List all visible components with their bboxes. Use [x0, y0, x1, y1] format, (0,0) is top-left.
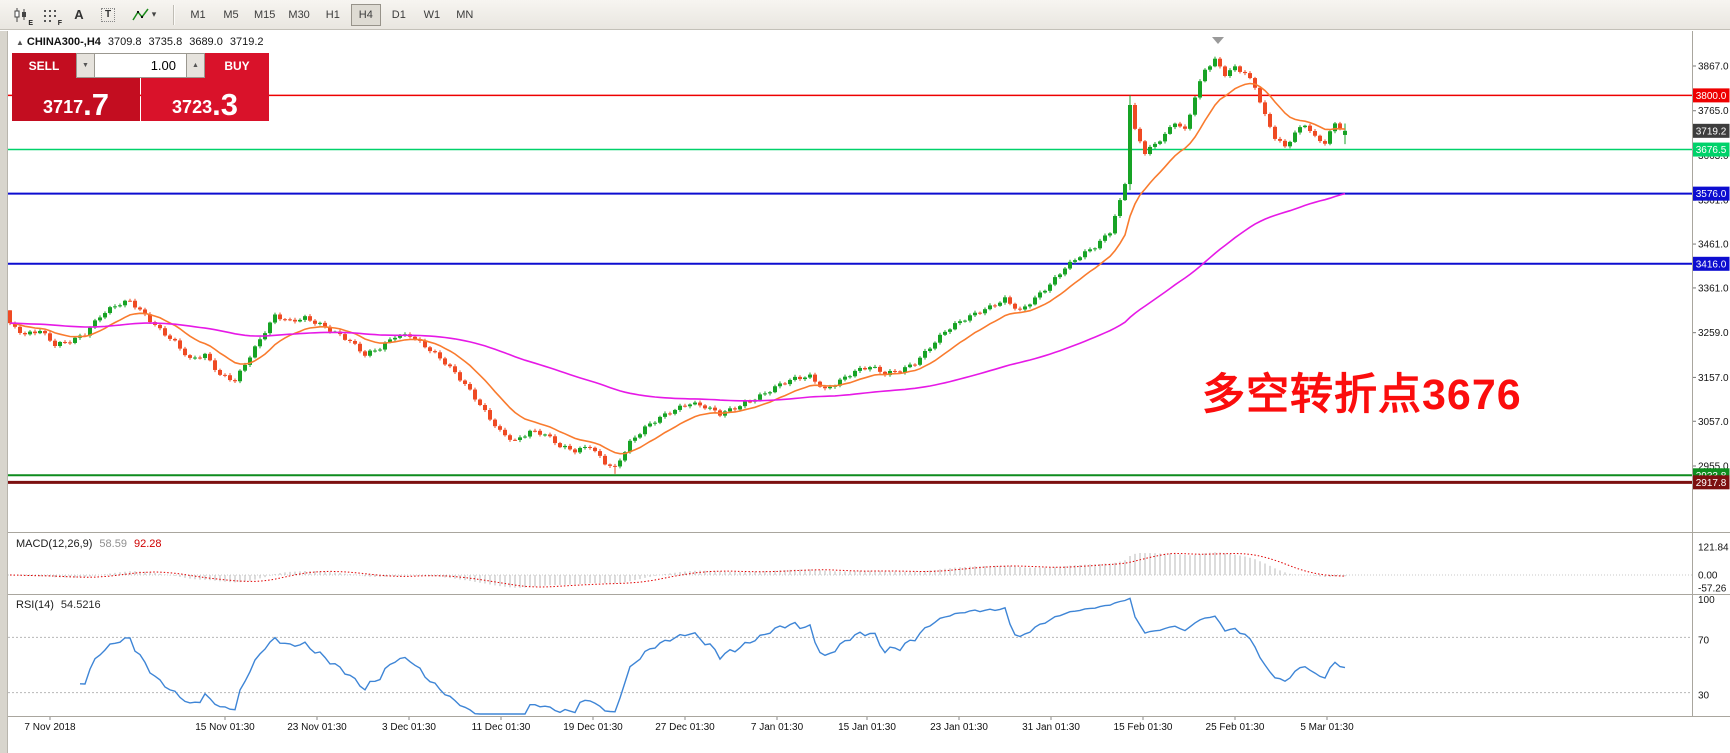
- text-tool-button[interactable]: A: [66, 4, 92, 26]
- timeframe-m5-button[interactable]: M5: [216, 4, 246, 26]
- svg-text:19 Dec 01:30: 19 Dec 01:30: [563, 722, 623, 733]
- zigzag-icon: [132, 8, 149, 20]
- timeframe-m1-button[interactable]: M1: [183, 4, 213, 26]
- macd-signal-line: [9, 552, 1346, 588]
- bid-price-int: 3717: [43, 97, 84, 118]
- svg-text:30: 30: [1698, 691, 1710, 702]
- rsi-value: 54.5216: [60, 599, 101, 611]
- textbox-tool-button[interactable]: T: [95, 4, 121, 26]
- ohlc-high: 3735.8: [148, 36, 183, 48]
- volume-up-button[interactable]: ▲: [186, 53, 205, 78]
- direction-arrow-icon: ▲: [16, 38, 24, 47]
- textbox-tool-icon: T: [100, 7, 116, 22]
- svg-text:3576.0: 3576.0: [1696, 189, 1727, 200]
- candlestick-chart-icon: [14, 7, 26, 22]
- svg-text:23 Jan 01:30: 23 Jan 01:30: [930, 722, 988, 733]
- volume-down-button[interactable]: ▼: [76, 53, 95, 78]
- macd-title: MACD(12,26,9): [16, 538, 93, 550]
- svg-text:3259.0: 3259.0: [1698, 328, 1729, 339]
- svg-text:3561.0: 3561.0: [1698, 196, 1729, 207]
- svg-text:7 Nov 2018: 7 Nov 2018: [24, 722, 76, 733]
- text-tool-icon: A: [74, 7, 84, 22]
- svg-text:-57.26: -57.26: [1698, 584, 1727, 595]
- dropdown-caret-icon: ▾: [151, 9, 157, 19]
- left-panel-strip: [0, 31, 8, 753]
- svg-text:3 Dec 01:30: 3 Dec 01:30: [382, 722, 436, 733]
- timeframe-h4-button[interactable]: H4: [350, 3, 381, 26]
- svg-text:15 Feb 01:30: 15 Feb 01:30: [1114, 722, 1173, 733]
- volume-input[interactable]: [95, 53, 186, 78]
- svg-text:27 Dec 01:30: 27 Dec 01:30: [655, 722, 715, 733]
- svg-text:25 Feb 01:30: 25 Feb 01:30: [1206, 722, 1265, 733]
- svg-text:23 Nov 01:30: 23 Nov 01:30: [287, 722, 347, 733]
- ask-price-frac: .3: [212, 86, 238, 122]
- svg-text:3719.2: 3719.2: [1696, 126, 1727, 137]
- symbol-header: ▲ CHINA300-,H4 3709.8 3735.8 3689.0 3719.2: [16, 36, 264, 48]
- rsi-line: [79, 597, 1346, 715]
- toolbar: E F A T ▾ M1: [0, 0, 1730, 30]
- svg-text:15 Jan 01:30: 15 Jan 01:30: [838, 722, 896, 733]
- timeframe-m30-button[interactable]: M30: [283, 4, 314, 26]
- bid-price-frac: .7: [83, 86, 109, 122]
- ohlc-low: 3689.0: [189, 36, 223, 48]
- grid-tool-button[interactable]: F: [37, 4, 63, 27]
- svg-text:3057.0: 3057.0: [1698, 417, 1729, 428]
- sell-price-box[interactable]: 3717.7: [12, 78, 140, 121]
- svg-text:121.84: 121.84: [1698, 543, 1729, 554]
- chart-shift-marker: [1212, 37, 1224, 44]
- svg-text:2917.8: 2917.8: [1696, 478, 1727, 489]
- moving-average-slow: [9, 192, 1346, 402]
- svg-text:70: 70: [1698, 635, 1710, 646]
- timeframe-h1-button[interactable]: H1: [318, 4, 348, 26]
- dot-grid-icon: [44, 9, 56, 22]
- macd-indicator-header: MACD(12,26,9) 58.59 92.28: [16, 538, 161, 550]
- macd-signal-value: 92.28: [133, 538, 162, 550]
- svg-text:100: 100: [1698, 595, 1715, 606]
- buy-button[interactable]: BUY: [205, 53, 269, 78]
- down-arrow-icon: ▼: [82, 62, 89, 69]
- candles-layer: [8, 56, 1347, 474]
- one-click-trading-panel: SELL ▼ ▲ BUY 3717.7 3723.3: [12, 53, 269, 121]
- timeframe-w1-button[interactable]: W1: [417, 4, 447, 26]
- tool-sub-label: F: [57, 19, 62, 27]
- macd-main-value: 58.59: [99, 538, 127, 550]
- svg-text:0.00: 0.00: [1698, 571, 1718, 582]
- ohlc-open: 3709.8: [107, 36, 142, 48]
- timeframe-d1-button[interactable]: D1: [384, 4, 414, 26]
- timeframe-mn-button[interactable]: MN: [450, 4, 480, 26]
- svg-text:15 Nov 01:30: 15 Nov 01:30: [195, 722, 255, 733]
- sell-button[interactable]: SELL: [12, 53, 76, 78]
- symbol-name: CHINA300-,H4: [26, 36, 101, 48]
- svg-text:3867.0: 3867.0: [1698, 62, 1729, 73]
- svg-text:3361.0: 3361.0: [1698, 283, 1729, 294]
- zigzag-tool-button[interactable]: ▾: [124, 4, 164, 26]
- svg-text:5 Mar 01:30: 5 Mar 01:30: [1300, 722, 1354, 733]
- toolbar-separator: [173, 4, 174, 25]
- moving-average-fast: [9, 82, 1346, 455]
- svg-text:3676.5: 3676.5: [1696, 145, 1727, 156]
- svg-text:3765.0: 3765.0: [1698, 106, 1729, 117]
- svg-text:2955.0: 2955.0: [1698, 462, 1729, 473]
- ohlc-close: 3719.2: [229, 36, 264, 48]
- svg-text:3416.0: 3416.0: [1696, 259, 1727, 270]
- svg-text:3461.0: 3461.0: [1698, 240, 1729, 251]
- chart-text-annotation[interactable]: 多空转折点3676: [1202, 371, 1522, 419]
- buy-price-box[interactable]: 3723.3: [141, 78, 269, 121]
- timeframe-m15-button[interactable]: M15: [249, 4, 280, 26]
- svg-text:11 Dec 01:30: 11 Dec 01:30: [472, 722, 531, 733]
- tool-sub-label: E: [28, 19, 33, 27]
- horizontal-lines-layer: [8, 94, 1692, 484]
- rsi-title: RSI(14): [16, 599, 54, 611]
- candlestick-chart-tool-button[interactable]: E: [8, 4, 34, 27]
- svg-text:3800.0: 3800.0: [1696, 91, 1727, 102]
- up-arrow-icon: ▲: [192, 62, 199, 69]
- svg-text:3157.0: 3157.0: [1698, 373, 1729, 384]
- rsi-indicator-header: RSI(14) 54.5216: [16, 599, 101, 611]
- svg-text:31 Jan 01:30: 31 Jan 01:30: [1022, 722, 1080, 733]
- svg-text:7 Jan 01:30: 7 Jan 01:30: [751, 722, 804, 733]
- ask-price-int: 3723: [172, 97, 213, 118]
